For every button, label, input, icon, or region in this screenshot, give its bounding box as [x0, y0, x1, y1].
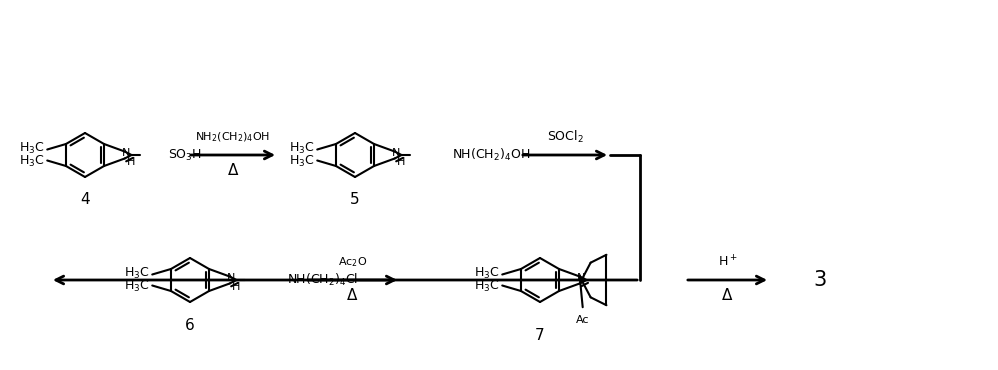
Text: H$_3$C: H$_3$C: [288, 154, 314, 169]
Text: SOCl$_2$: SOCl$_2$: [547, 129, 584, 145]
Text: 7: 7: [535, 327, 545, 343]
Text: SO$_3$H: SO$_3$H: [168, 148, 202, 162]
Text: H$^+$: H$^+$: [718, 254, 738, 270]
Text: 4: 4: [80, 192, 90, 208]
Text: 5: 5: [350, 192, 360, 208]
Text: N: N: [577, 273, 585, 283]
Text: N: N: [227, 273, 235, 283]
Text: H: H: [127, 157, 135, 166]
Text: H$_3$C: H$_3$C: [124, 279, 150, 294]
Text: Ac: Ac: [576, 315, 590, 325]
Text: $\Delta$: $\Delta$: [722, 287, 734, 303]
Text: 6: 6: [185, 317, 195, 333]
Text: 3: 3: [813, 270, 826, 290]
Text: $\Delta$: $\Delta$: [346, 287, 358, 303]
Text: H: H: [232, 282, 241, 292]
Text: $\Delta$: $\Delta$: [227, 162, 240, 178]
Text: NH(CH$_2$)$_4$OH: NH(CH$_2$)$_4$OH: [451, 147, 530, 163]
Text: H$_3$C: H$_3$C: [124, 266, 150, 281]
Text: NH$_2$(CH$_2$)$_4$OH: NH$_2$(CH$_2$)$_4$OH: [196, 130, 270, 144]
Text: H$_3$C: H$_3$C: [474, 266, 499, 281]
Text: NH(CH$_2$)$_4$Cl: NH(CH$_2$)$_4$Cl: [286, 272, 358, 288]
Text: H$_3$C: H$_3$C: [474, 279, 499, 294]
Text: Ac$_2$O: Ac$_2$O: [338, 255, 367, 269]
Text: N: N: [391, 148, 400, 158]
Text: H$_3$C: H$_3$C: [19, 141, 44, 156]
Text: H$_3$C: H$_3$C: [288, 141, 314, 156]
Text: N: N: [122, 148, 130, 158]
Text: H: H: [397, 157, 405, 166]
Text: H$_3$C: H$_3$C: [19, 154, 44, 169]
